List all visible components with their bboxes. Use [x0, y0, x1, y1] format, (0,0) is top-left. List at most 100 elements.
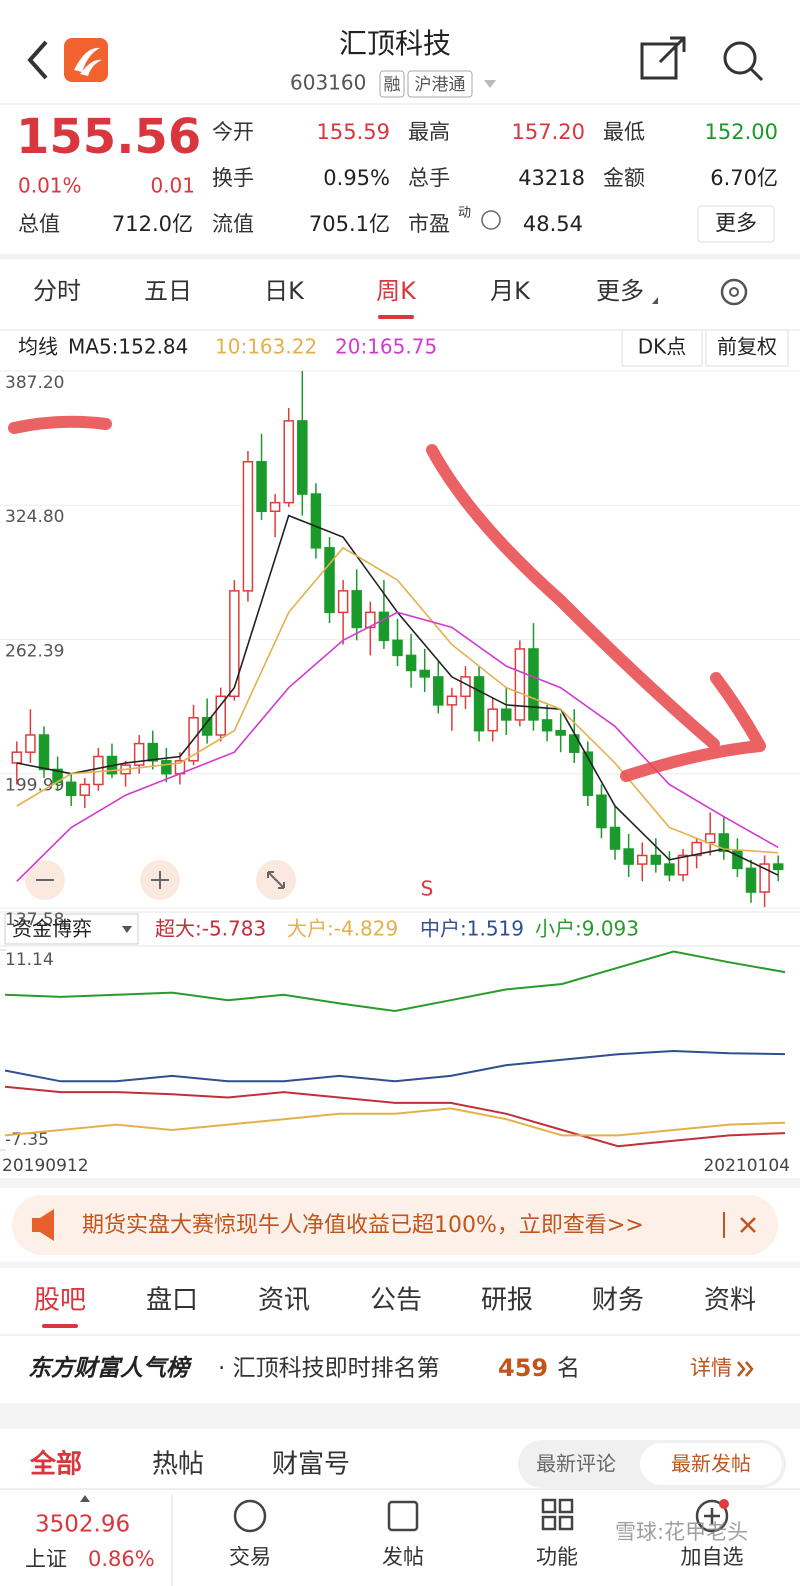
candle-body: [378, 611, 390, 642]
candle-body: [310, 493, 322, 549]
candle-body: [704, 833, 716, 844]
flow-line: [4, 1049, 786, 1083]
candle-body: [433, 676, 444, 706]
candle-body: [501, 708, 512, 721]
banner-bg[interactable]: [12, 1195, 778, 1255]
info-icon[interactable]: [481, 210, 501, 230]
section-tab[interactable]: 公告: [370, 1286, 422, 1316]
candle-body: [460, 676, 471, 698]
candle-body: [419, 669, 430, 678]
ma-legend: MA5:152.84: [68, 335, 188, 359]
period-tab[interactable]: 日K: [264, 277, 305, 305]
stock-name: 汇顶科技: [339, 27, 451, 60]
stat-label: 流值: [212, 212, 254, 236]
share-button[interactable]: [640, 36, 686, 80]
indicator-selector[interactable]: 资金博弈: [12, 917, 92, 941]
post-tab[interactable]: 财富号: [272, 1450, 350, 1480]
candle-body: [161, 760, 172, 775]
candle-body: [65, 781, 77, 796]
y-tick-label: 137.58: [5, 910, 64, 930]
stat-label: 最低: [603, 120, 645, 144]
adjust-button-frame[interactable]: [705, 329, 789, 367]
candle-body: [283, 420, 294, 504]
selector-frame[interactable]: [4, 913, 139, 945]
nav-label[interactable]: 发帖: [382, 1545, 424, 1569]
back-button[interactable]: [27, 40, 48, 80]
rank-detail-link[interactable]: 详情: [690, 1356, 732, 1380]
banner-text[interactable]: 期货实盘大赛惊现牛人净值收益已超100%，立即查看>>: [82, 1213, 644, 1238]
dk-button[interactable]: DK点: [638, 335, 687, 359]
period-tab[interactable]: 五日: [144, 277, 192, 305]
post-tab[interactable]: 热帖: [152, 1450, 204, 1480]
stat-label: 总手: [408, 166, 450, 190]
period-tab[interactable]: 周K: [376, 277, 417, 305]
section-tab[interactable]: 股吧: [34, 1286, 86, 1316]
stat-value: 152.00: [705, 120, 778, 144]
dk-button-frame[interactable]: [621, 329, 703, 367]
candle-body: [297, 420, 308, 495]
hand-drawn-annotations: [8, 415, 766, 782]
flow-legend: 中户:1.519: [420, 917, 524, 941]
annotation-arrow: [620, 672, 766, 782]
more-button-frame[interactable]: [697, 205, 775, 243]
candle-body: [677, 854, 689, 876]
period-tab[interactable]: 月K: [490, 277, 531, 305]
divider: [0, 1178, 800, 1188]
section-tab[interactable]: 研报: [481, 1286, 533, 1316]
sort-option[interactable]: 最新发帖: [671, 1452, 751, 1476]
section-tab[interactable]: 资讯: [258, 1286, 310, 1316]
ma-line: [16, 546, 779, 854]
candle-body: [25, 734, 36, 753]
candle-body: [38, 734, 50, 771]
stat-label: 换手: [212, 166, 254, 190]
period-tab[interactable]: 更多: [596, 277, 644, 305]
section-tab[interactable]: 资料: [704, 1286, 756, 1316]
nav-label[interactable]: 交易: [229, 1545, 271, 1569]
stat-label: 总值: [18, 212, 60, 236]
section-tab[interactable]: 财务: [592, 1286, 644, 1316]
banner-close[interactable]: [740, 1217, 756, 1233]
adjust-button[interactable]: 前复权: [717, 335, 777, 359]
x-start-label: 20190912: [2, 1156, 89, 1176]
ma-legend: 10:163.22: [215, 335, 317, 359]
settings-button[interactable]: [720, 278, 748, 306]
stat-value: 712.0亿: [112, 212, 193, 236]
index-name: 上证: [25, 1547, 67, 1571]
stat-value: 6.70亿: [710, 166, 778, 190]
dropdown-arrow[interactable]: [122, 926, 132, 933]
candle-body: [732, 850, 743, 870]
period-tab[interactable]: 分时: [33, 277, 81, 305]
rank-text: · 汇顶科技即时排名第: [218, 1356, 440, 1382]
candle-body: [392, 639, 403, 657]
candle-body: [487, 708, 498, 732]
more-button[interactable]: 更多: [715, 211, 757, 235]
candle-body: [664, 863, 675, 876]
flow-line: [4, 1107, 786, 1137]
search-button[interactable]: [723, 41, 764, 82]
active-tab-indicator: [378, 315, 414, 319]
nav-icons: [233, 1498, 729, 1533]
dropdown-arrow[interactable]: [484, 80, 496, 88]
candle-body: [147, 742, 159, 762]
post-tab[interactable]: 全部: [29, 1449, 82, 1480]
add-watch-icon[interactable]: [695, 1499, 729, 1533]
rank-suffix: 名: [557, 1356, 580, 1382]
trade-icon[interactable]: [233, 1499, 267, 1533]
candle-body: [759, 863, 770, 893]
candle-body: [79, 783, 91, 796]
candle-body: [650, 854, 662, 865]
nav-label[interactable]: 功能: [536, 1545, 578, 1569]
section-tab[interactable]: 盘口: [146, 1286, 198, 1316]
candle-body: [745, 867, 757, 893]
function-icon[interactable]: [541, 1498, 574, 1531]
candle-body: [596, 794, 607, 829]
stat-value: 0.95%: [323, 166, 390, 190]
nav-label[interactable]: 加自选: [681, 1545, 744, 1569]
stat-label-superscript: 动: [458, 206, 471, 221]
dropdown-arrow[interactable]: [652, 297, 658, 304]
stat-label: 金额: [603, 166, 645, 190]
tag-frame: [379, 70, 405, 98]
post-icon[interactable]: [387, 1500, 419, 1532]
sort-option[interactable]: 最新评论: [536, 1452, 616, 1476]
stat-value: 157.20: [512, 120, 585, 144]
